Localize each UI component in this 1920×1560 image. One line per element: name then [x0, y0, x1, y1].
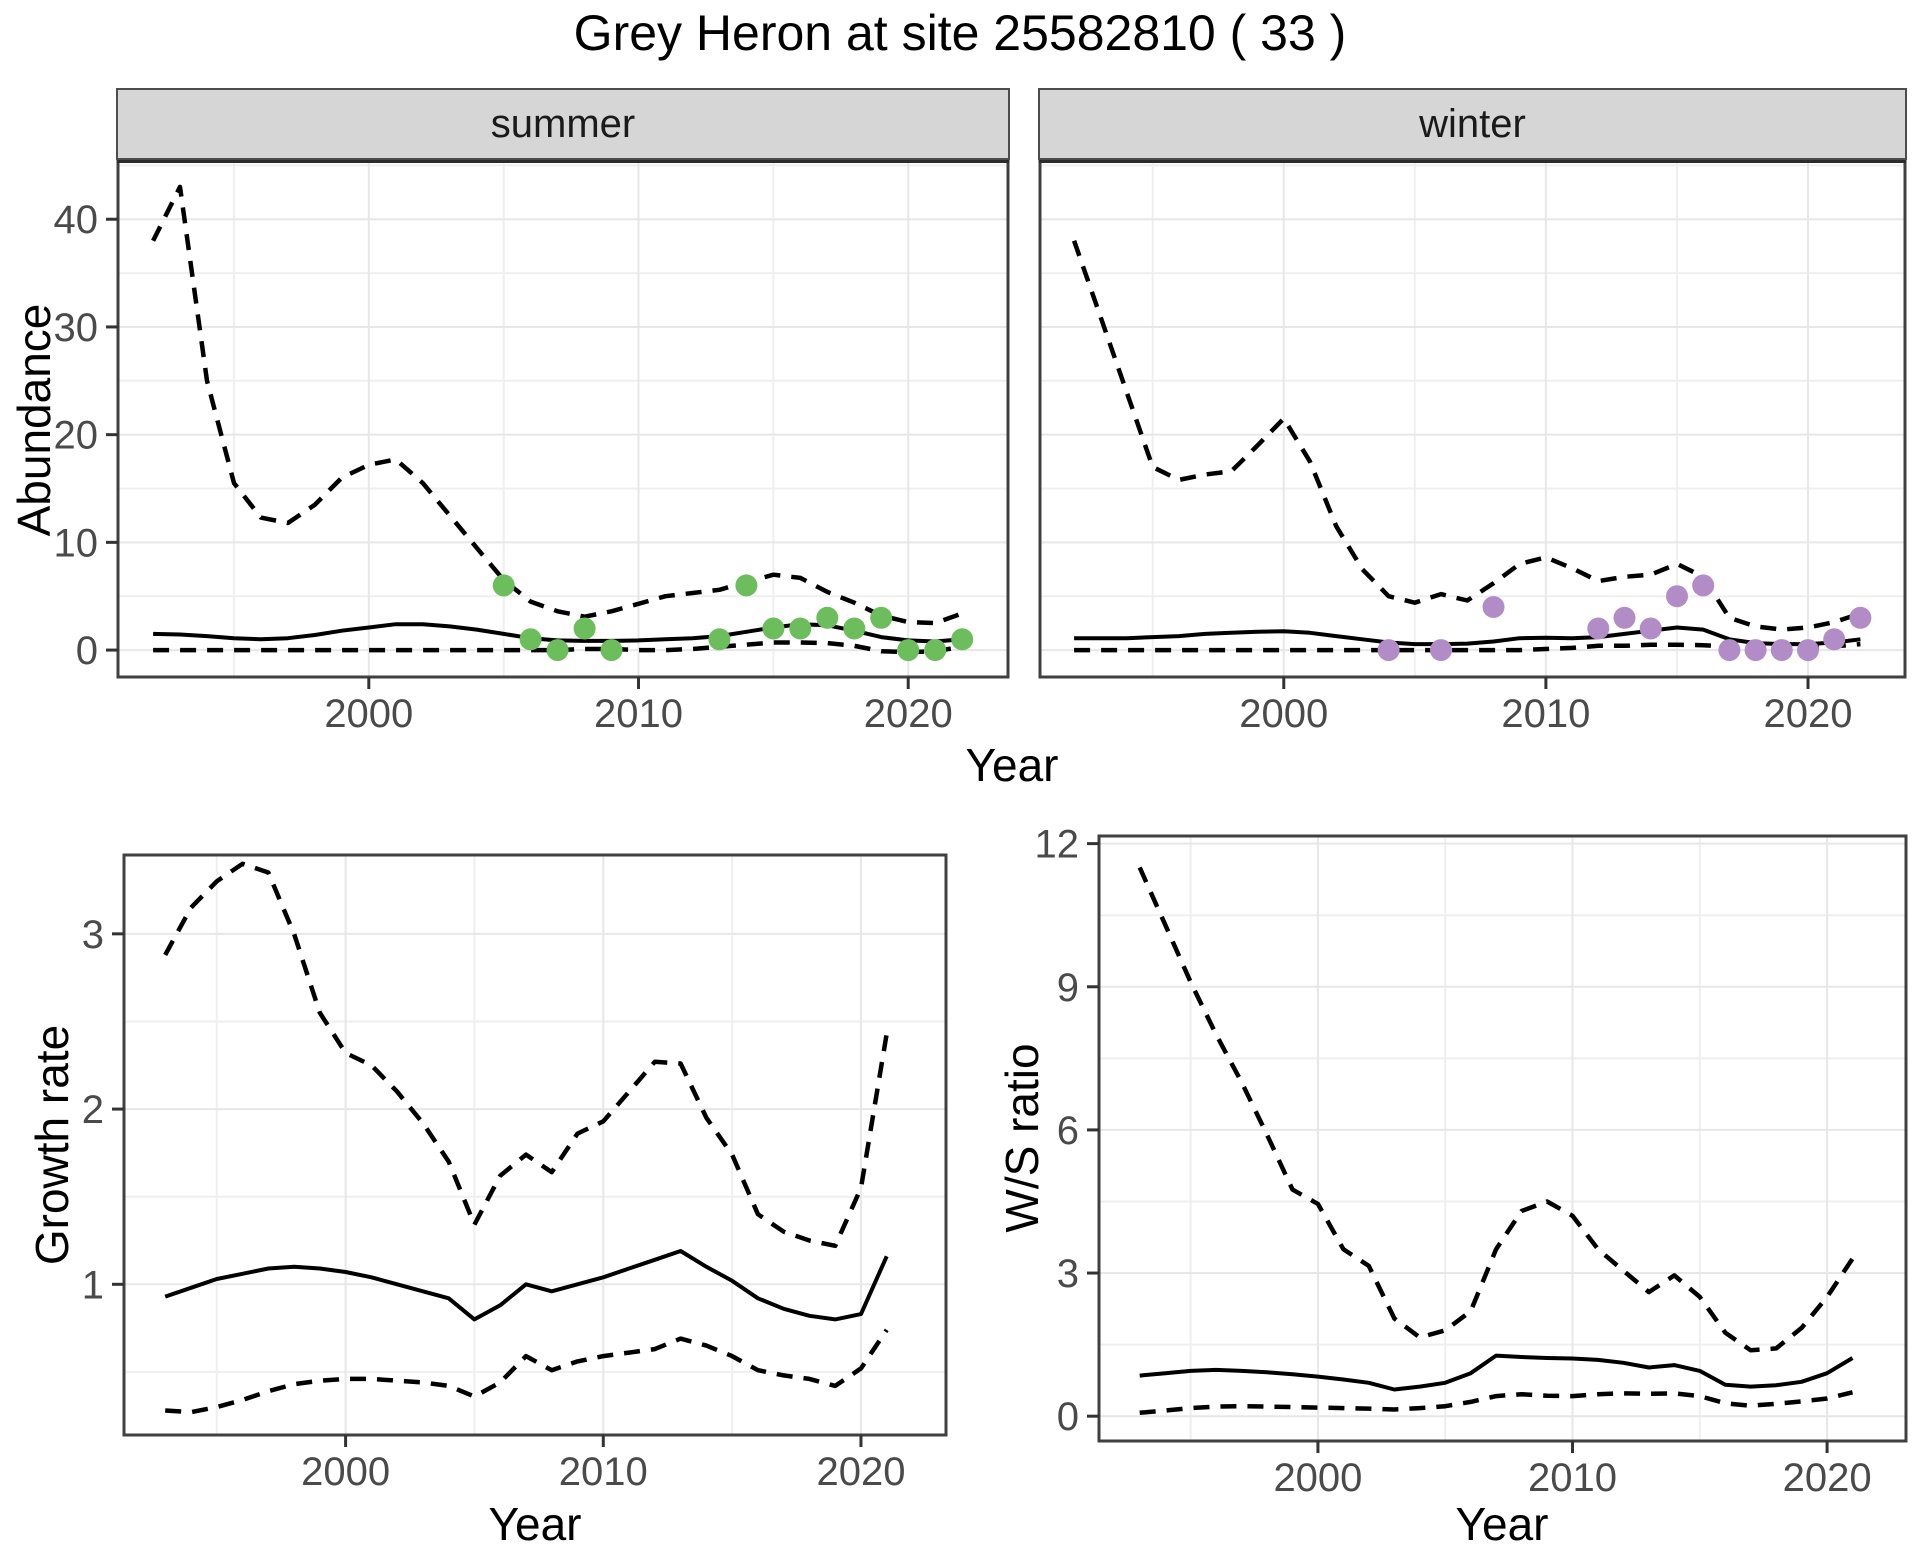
abundance-summer-ci-line [151, 184, 963, 626]
abundance-winter-observed-point [1797, 639, 1819, 662]
x-tick-label: 2010 [594, 692, 683, 736]
growth-rate-median-line [164, 1249, 889, 1322]
abundance-winter-ci-line [1071, 240, 1862, 632]
x-tick-label: 2020 [864, 692, 953, 736]
abundance-summer-observed-point [789, 617, 812, 640]
y-tick-label: 10 [54, 521, 99, 565]
abundance-summer-observed-point [600, 639, 623, 662]
x-tick-label: 2010 [1528, 1456, 1617, 1500]
abundance-summer-observed-point [897, 639, 920, 662]
y-tick-label: 30 [54, 306, 99, 350]
growth-rate-ci-line [165, 1328, 889, 1415]
abundance-winter-observed-point [1587, 617, 1610, 640]
abundance-winter-background [1040, 160, 1905, 677]
abundance-summer-observed-point [924, 639, 947, 662]
growth-rate-ci-line [163, 861, 889, 1249]
abundance-winter-observed-point [1639, 617, 1662, 640]
abundance-winter-observed-point [1770, 639, 1793, 662]
facet-strip-winter-label: winter [1419, 101, 1526, 146]
ws-ratio-axis-title: W/S ratio [996, 1043, 1048, 1233]
y-tick-label: 2 [82, 1088, 104, 1132]
y-tick-label: 3 [82, 913, 104, 957]
abundance-winter-observed-point [1377, 639, 1400, 662]
x-tick-label: 2020 [1764, 692, 1853, 736]
growth-year-axis-title: Year [488, 1498, 582, 1550]
y-tick-label: 0 [76, 629, 98, 673]
abundance-winter-observed-point [1744, 639, 1767, 662]
top-year-axis-title: Year [965, 739, 1059, 791]
abundance-summer-observed-point [870, 606, 893, 629]
y-tick-label: 1 [82, 1263, 104, 1307]
abundance-winter-observed-point [1718, 639, 1741, 662]
facet-strip-winter: winter [1038, 88, 1907, 160]
growth-rate-background [124, 855, 946, 1435]
abundance-summer-observed-point [573, 617, 596, 640]
ws-ratio-ci-line [1137, 866, 1855, 1353]
facet-strip-summer-label: summer [490, 101, 636, 146]
ws-ratio-median-line [1139, 1353, 1854, 1392]
abundance-summer-observed-point [816, 606, 839, 629]
x-tick-label: 2000 [1239, 692, 1328, 736]
abundance-winter-observed-point [1692, 574, 1715, 597]
abundance-summer-observed-point [492, 574, 515, 597]
ws-year-axis-title: Year [1455, 1498, 1549, 1550]
x-tick-label: 2010 [1501, 692, 1590, 736]
ws-ratio-ci-line [1139, 1390, 1854, 1416]
growth-rate-axis-title: Growth rate [26, 1024, 78, 1266]
abundance-winter-observed-point [1482, 596, 1505, 618]
abundance-axis-title: Abundance [8, 303, 60, 537]
abundance-winter-observed-point [1613, 606, 1636, 629]
plot-title: Grey Heron at site 25582810 ( 33 ) [573, 5, 1347, 61]
y-tick-label: 3 [1057, 1252, 1079, 1296]
y-tick-label: 20 [54, 414, 99, 458]
y-tick-label: 6 [1057, 1109, 1079, 1153]
abundance-summer-observed-point [762, 617, 785, 640]
abundance-summer-observed-point [951, 628, 974, 651]
y-tick-label: 40 [54, 198, 99, 242]
abundance-winter-observed-point [1430, 639, 1452, 662]
y-tick-label: 0 [1057, 1395, 1079, 1439]
abundance-winter-observed-point [1823, 628, 1846, 651]
abundance-summer-observed-point [843, 617, 866, 640]
abundance-winter-observed-point [1666, 585, 1688, 608]
x-tick-label: 2020 [816, 1450, 905, 1494]
abundance-summer-observed-point [519, 628, 542, 651]
y-tick-label: 12 [1035, 823, 1080, 867]
abundance-summer-observed-point [735, 574, 758, 597]
growth-rate-border [122, 853, 948, 1437]
facet-strip-summer: summer [116, 88, 1010, 160]
abundance-summer-observed-point [708, 628, 731, 651]
abundance-winter-observed-point [1849, 606, 1872, 629]
x-tick-label: 2000 [301, 1450, 390, 1494]
y-tick-label: 9 [1057, 966, 1079, 1010]
abundance-summer-observed-point [546, 639, 569, 662]
x-tick-label: 2020 [1783, 1456, 1872, 1500]
x-tick-label: 2010 [559, 1450, 648, 1494]
abundance-summer-background [118, 160, 1008, 677]
ws-ratio-border [1097, 834, 1908, 1443]
ws-ratio-background [1099, 836, 1906, 1441]
x-tick-label: 2000 [1273, 1456, 1362, 1500]
x-tick-label: 2000 [324, 692, 413, 736]
